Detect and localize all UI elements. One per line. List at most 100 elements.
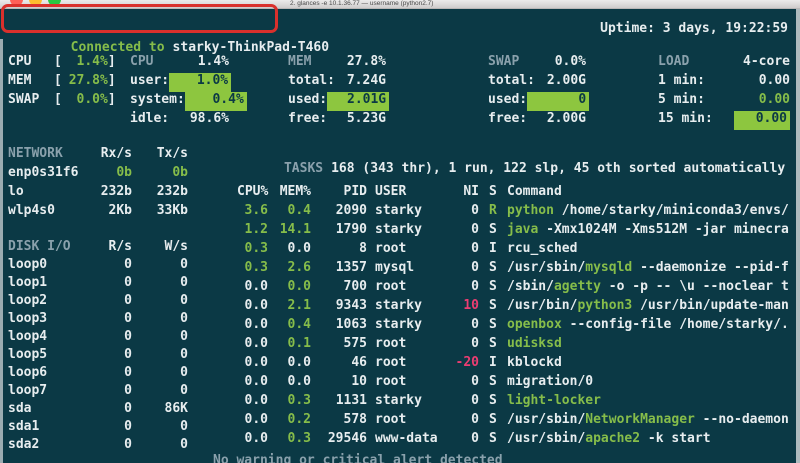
network-rows: enp0s31f6 0b 0b lo 232b 232b wlp4s0 2Kb … [8,165,230,222]
interface-name: wlp4s0 [8,203,55,218]
process-command: kblockd [507,355,562,370]
bracket: ] [107,92,116,107]
process-nice: 0 [471,336,479,351]
device-write-rate: 0 [180,257,188,272]
close-icon[interactable] [10,0,23,6]
mem-panel-title: MEM [288,54,312,69]
load-core-count: 4-core [743,54,790,69]
mem-total-row: total: 7.24G [288,73,386,92]
process-nice: 0 [471,222,479,237]
process-command: /sbin/agetty -o -p -- \u --noclear t [507,279,789,294]
process-nice: 0 [471,317,479,332]
swap-used-label: used: [488,92,528,107]
process-pid: 700 [343,279,367,294]
process-user: starky [375,298,422,313]
process-pid: 1357 [335,260,367,275]
device-name: loop1 [8,275,48,290]
process-state: S [489,298,497,313]
device-write-rate: 0 [180,275,188,290]
column-header-mem[interactable]: MEM% [279,184,311,199]
interface-name: lo [8,184,24,199]
network-panel-title: NETWORK [8,146,63,161]
window-title: 2. glances -e 10.1.36.77 — username (pyt… [290,0,434,7]
process-row: 0.3 2.6 1357 mysql 0 S /usr/sbin/mysqld … [237,260,797,279]
column-header-cpu[interactable]: CPU% [237,184,269,199]
load-15min-label: 15 min: [658,111,713,126]
minimize-icon[interactable] [29,0,42,6]
quicklook-mem-label: MEM [8,73,32,88]
column-header-command[interactable]: Command [507,184,562,199]
swap-free-row: free: 2.00G [488,111,586,130]
process-nice: 0 [471,279,479,294]
process-pid: 1063 [335,317,367,332]
tasks-summary: TASKS 168 (343 thr), 1 run, 122 slp, 45 o… [237,146,785,191]
device-name: loop7 [8,383,48,398]
disk-device-row: loop2 0 0 [8,293,230,311]
process-pid: 2090 [335,203,367,218]
quicklook-cpu-value: 1.4% [76,54,108,69]
swap-total-pct: 0.0% [554,54,586,69]
device-read-rate: 0 [124,347,132,362]
process-table-header: CPU% MEM% PID USER NI S Command [237,184,562,199]
network-interface-row: wlp4s0 2Kb 33Kb [8,203,230,222]
terminal-screen: Connected to starky-ThinkPad-T460 Uptime:… [0,9,800,463]
process-mem-pct: 0.4 [287,317,311,332]
interface-rx: 2Kb [108,203,132,218]
device-name: loop3 [8,311,48,326]
disk-header: DISK I/O R/s W/s [8,239,230,257]
load-panel: LOAD 4-core 1 min: 0.00 5 min: 0.00 15 m… [658,54,790,130]
column-header-ni[interactable]: NI [463,184,479,199]
column-header-user[interactable]: USER [375,184,407,199]
device-write-rate: 0 [180,347,188,362]
disk-device-row: loop4 0 0 [8,329,230,347]
cpu-user-row: user: 1.0% [130,73,232,92]
process-cpu-pct: 0.0 [244,393,268,408]
scrollbar[interactable] [796,9,800,463]
column-header-pid[interactable]: PID [343,184,367,199]
mem-used-label: used: [288,92,328,107]
network-tx-header: Tx/s [156,146,188,161]
quicklook-swap-row: SWAP [0.0%] [8,92,126,111]
process-cpu-pct: 0.3 [244,260,268,275]
process-row: 0.0 0.0 10 root 0 S migration/0 [237,374,797,393]
alert-status-message: No warning or critical alert detected [213,453,503,463]
process-command: java -Xmx1024M -Xms512M -jar minecra [507,222,789,237]
process-cpu-pct: 0.0 [244,374,268,389]
device-name: sda1 [8,419,40,434]
process-row: 0.0 0.3 29546 www-data 0 S /usr/sbin/apa… [237,431,797,450]
network-interface-row: enp0s31f6 0b 0b [8,165,230,184]
process-row: 1.2 14.1 1790 starky 0 S java -Xmx1024M … [237,222,797,241]
disk-panel-title: DISK I/O [8,239,71,254]
process-nice: 0 [471,374,479,389]
process-mem-pct: 0.4 [287,203,311,218]
process-row: 0.0 0.0 700 root 0 S /sbin/agetty -o -p … [237,279,797,298]
network-panel: NETWORK Rx/s Tx/s enp0s31f6 0b 0b lo 232… [8,146,230,222]
device-read-rate: 0 [124,329,132,344]
process-state: S [489,222,497,237]
process-state: I [489,241,497,256]
process-command: migration/0 [507,374,594,389]
process-mem-pct: 0.0 [287,241,311,256]
load-5min-value: 0.00 [758,92,790,107]
disk-write-header: W/s [164,239,188,254]
mem-free-value: 5.23G [346,111,386,126]
disk-device-row: loop7 0 0 [8,383,230,401]
cpu-system-label: system: [130,92,185,107]
quicklook-cpu-label: CPU [8,54,32,69]
process-command: /usr/sbin/mysqld --daemonize --pid-f [507,260,789,275]
column-header-state[interactable]: S [489,184,497,199]
process-list: 3.6 0.4 2090 starky 0 R python /home/sta… [237,203,797,450]
process-user: starky [375,222,422,237]
cpu-user-label: user: [130,73,170,88]
mem-used-row: used: 2.01G [288,92,390,111]
bracket: [ [54,92,62,107]
cpu-system-row: system: 0.4% [130,92,247,111]
disk-device-row: sda2 0 0 [8,437,230,455]
tasks-title: TASKS [283,161,324,176]
load-1min-value: 0.00 [758,73,790,88]
process-nice: 10 [463,298,479,313]
mem-total-pct: 27.8% [346,54,386,69]
cpu-panel: CPU 1.4% user: 1.0% system: 0.4% idle: 9… [130,54,247,130]
tasks-sort-mode: sorted automatically [628,161,786,176]
zoom-icon[interactable] [48,0,61,6]
